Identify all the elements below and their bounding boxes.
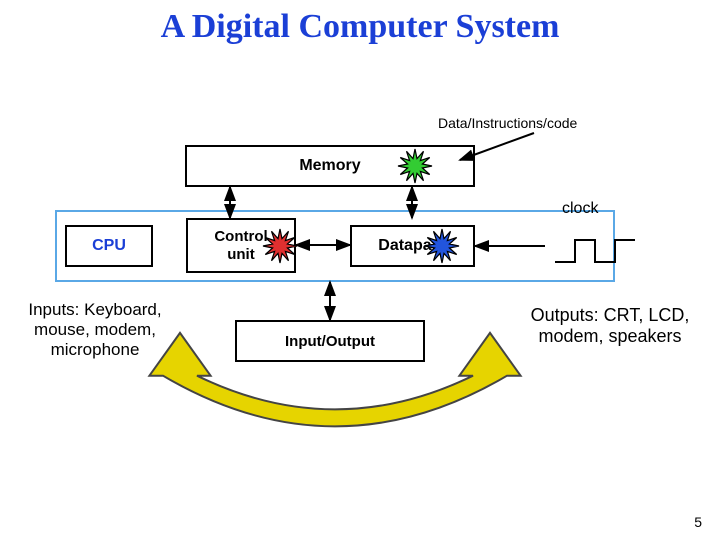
- datapath-box: Datapath: [350, 225, 475, 267]
- cpu-box: CPU: [65, 225, 153, 267]
- inputs-annotation: Inputs: Keyboard, mouse, modem, micropho…: [15, 300, 175, 360]
- cpu-label: CPU: [92, 237, 126, 255]
- control-unit-box: Controlunit: [186, 218, 296, 273]
- data-instructions-text: Data/Instructions/code: [438, 115, 577, 131]
- memory-label: Memory: [299, 157, 360, 175]
- title-text: A Digital Computer System: [161, 8, 560, 45]
- datapath-label: Datapath: [378, 237, 446, 255]
- inputs-text: Inputs: Keyboard, mouse, modem, micropho…: [28, 300, 161, 359]
- page-number: 5: [694, 514, 702, 530]
- io-label: Input/Output: [285, 333, 375, 350]
- outputs-annotation: Outputs: CRT, LCD, modem, speakers: [520, 305, 700, 347]
- memory-box: Memory: [185, 145, 475, 187]
- clock-annotation: clock: [562, 200, 598, 218]
- outputs-text: Outputs: CRT, LCD, modem, speakers: [531, 305, 690, 346]
- clock-text: clock: [562, 200, 598, 217]
- control-label: Controlunit: [214, 228, 267, 263]
- io-box: Input/Output: [235, 320, 425, 362]
- data-instructions-annotation: Data/Instructions/code: [438, 115, 577, 131]
- page-title: A Digital Computer System: [0, 8, 720, 46]
